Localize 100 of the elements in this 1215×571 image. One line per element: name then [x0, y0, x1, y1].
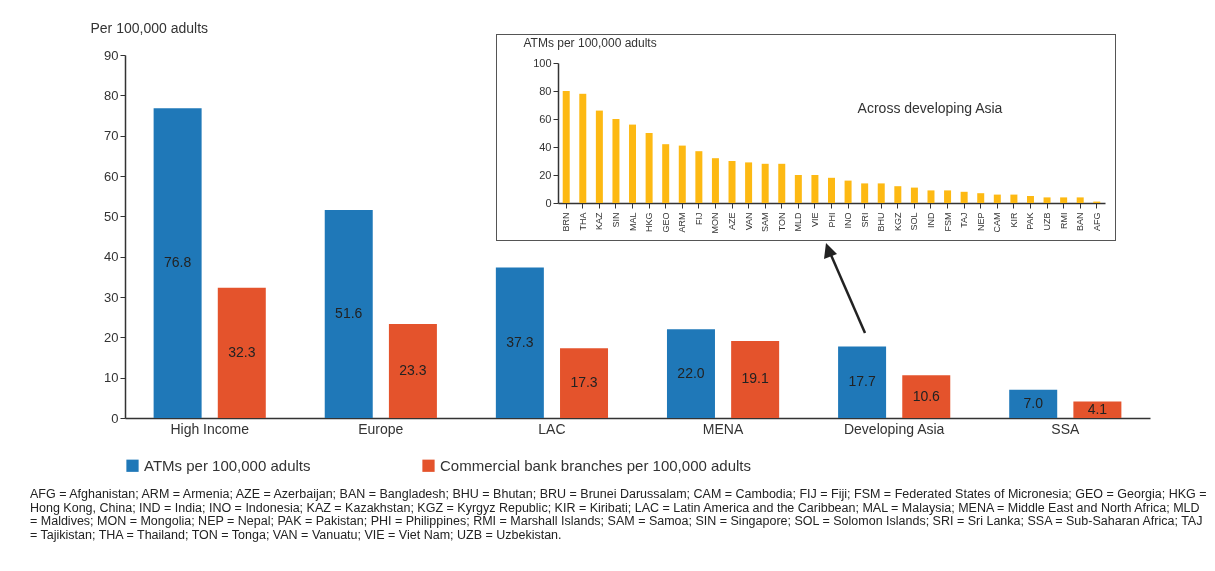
- data-label: 22.0: [677, 364, 705, 381]
- y-tick-label: 0: [111, 410, 119, 426]
- data-label: 4.1: [1087, 400, 1108, 417]
- y-tick-label: 40: [104, 249, 119, 265]
- bar: [1060, 197, 1068, 203]
- y-tick-label: 60: [539, 112, 552, 125]
- x-tick-label: Developing Asia: [843, 420, 945, 437]
- data-label: 32.3: [228, 343, 256, 360]
- bar: [877, 183, 885, 203]
- bar: [678, 145, 686, 203]
- x-tick-label: KIR: [1008, 212, 1019, 228]
- bar: [217, 287, 266, 418]
- x-tick-label: UZB: [1042, 212, 1053, 231]
- x-tick-label: TON: [776, 212, 787, 232]
- x-tick-label: CAM: [992, 212, 1003, 233]
- x-tick-label: ARM: [677, 212, 688, 233]
- x-tick-label: MENA: [702, 420, 744, 437]
- bar: [1043, 197, 1051, 203]
- x-tick-label: Europe: [358, 420, 404, 437]
- y-tick-label: 70: [104, 128, 119, 144]
- x-tick-label: SIN: [610, 212, 621, 228]
- x-tick-label: VIE: [809, 212, 820, 228]
- legend-label: ATMs per 100,000 adults: [144, 456, 311, 474]
- x-tick-label: PHI: [826, 212, 837, 228]
- bar: [910, 187, 918, 203]
- x-tick-label: THA: [577, 212, 588, 231]
- bar: [728, 161, 736, 203]
- x-tick-label: AFG: [1091, 212, 1102, 232]
- x-tick-label: RMI: [1058, 212, 1069, 229]
- bar: [944, 190, 952, 203]
- x-tick-label: MAL: [627, 212, 638, 232]
- data-label: 17.3: [570, 374, 598, 391]
- y-tick-label: 20: [104, 329, 119, 345]
- x-tick-label: FIJ: [693, 212, 704, 225]
- x-tick-label: KGZ: [892, 212, 903, 232]
- x-tick-label: BAN: [1075, 212, 1086, 232]
- x-tick-label: MLD: [793, 212, 804, 232]
- bar: [794, 175, 802, 203]
- y-tick-label: 100: [533, 56, 552, 69]
- y-axis-title: Per 100,000 adults: [90, 19, 209, 36]
- bar: [645, 133, 653, 203]
- y-tick-label: 10: [104, 370, 119, 386]
- data-label: 10.6: [912, 387, 941, 404]
- bar: [711, 158, 719, 203]
- bar: [993, 194, 1001, 203]
- x-tick-label: HKG: [644, 212, 655, 233]
- bar: [1076, 197, 1084, 203]
- bar: [902, 375, 951, 418]
- bar: [595, 110, 603, 203]
- bar: [324, 209, 373, 418]
- x-tick-label: SOL: [909, 212, 920, 231]
- bar: [662, 144, 670, 203]
- bar: [977, 193, 985, 203]
- data-label: 17.7: [848, 373, 876, 390]
- bar: [731, 340, 780, 418]
- x-tick-label: VAN: [743, 212, 754, 231]
- x-tick-label: LAC: [538, 420, 566, 437]
- x-tick-label: SAM: [760, 212, 771, 233]
- data-label: 51.6: [335, 304, 363, 321]
- y-tick-label: 60: [104, 168, 119, 184]
- bar: [666, 329, 715, 418]
- bar: [153, 108, 202, 418]
- bar: [778, 163, 786, 203]
- x-tick-label: KAZ: [594, 212, 605, 231]
- x-tick-label: PAK: [1025, 212, 1036, 230]
- bar: [612, 119, 620, 203]
- x-tick-label: TAJ: [959, 212, 970, 228]
- y-tick-label: 40: [539, 140, 552, 153]
- x-tick-label: SSA: [1051, 420, 1080, 437]
- bar: [562, 91, 570, 203]
- x-tick-label: GEO: [660, 212, 671, 233]
- y-tick-label: 90: [104, 47, 119, 63]
- data-label: 7.0: [1023, 394, 1044, 411]
- data-label: 37.3: [506, 333, 534, 350]
- annotation: Across developing Asia: [856, 100, 1004, 116]
- text: AFG = Afghanistan; ARM = Armenia; AZE = Azerbaijan; BAN = Bangladesh; BHU = Bhutan; BRU = Brunei Darussalam; CAM = Cambodia; FIJ = Fiji; FSM = Federated States of Micronesia; GEO = Georgia; HKG = Hong Kong, China; IND = India; INO = Indonesia; KAZ = Kazakhstan; KGZ = Kyrgyz Republic; KIR = Kiribati; LAC = Latin America and the Caribbean; MAL = Malaysia; MENA = Middle East and North Africa; MLD = Maldives; MON = Mongolia; NEP = Nepal; PAK = Pakistan; PHI = Philippines; RMI = Marshall Islands; SAM = Samoa; SIN = Singapore; SOL = Solomon Islands; SRI = Sri Lanka; SSA = Sub-Saharan Africa; TAJ = Tajikistan; THA = Thailand; TON = Tonga; VAN = Vanuatu; VIE = Viet Nam; UZB = Uzbekistan.: [30, 487, 1208, 543]
- bar: [745, 162, 753, 203]
- x-tick-label: IND: [925, 212, 936, 228]
- bar: [838, 346, 887, 418]
- data-label: 76.8: [163, 254, 192, 271]
- bar: [579, 93, 587, 203]
- bar: [1010, 194, 1018, 203]
- x-tick-label: AZE: [727, 212, 738, 231]
- x-tick-label: BHU: [876, 212, 887, 232]
- bar: [861, 183, 869, 203]
- x-tick-label: BRN: [561, 212, 572, 232]
- bar: [1026, 196, 1034, 203]
- bar: [844, 180, 852, 203]
- y-axis-title: ATMs per 100,000 adults: [523, 35, 657, 50]
- y-tick-label: 20: [539, 168, 552, 181]
- data-label: 23.3: [399, 362, 427, 379]
- bar: [960, 191, 968, 203]
- y-tick-label: 80: [539, 84, 552, 97]
- bar: [560, 348, 609, 418]
- bar: [388, 324, 437, 418]
- bar: [761, 163, 769, 203]
- x-tick-label: INO: [843, 212, 854, 229]
- x-tick-label: SRI: [859, 212, 870, 228]
- bar: [495, 267, 544, 418]
- bar: [811, 175, 819, 203]
